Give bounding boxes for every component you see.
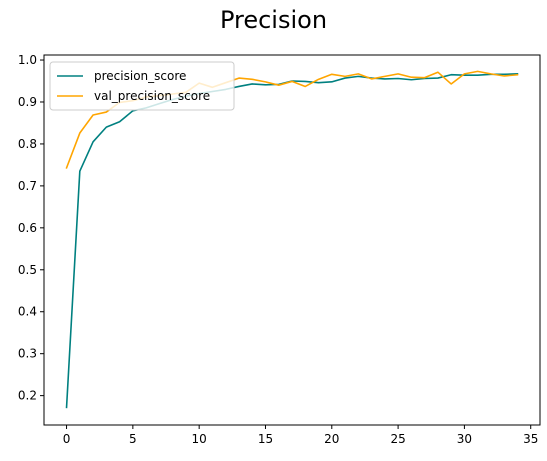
y-tick-label: 0.4 [18,305,37,319]
legend-box [49,61,235,111]
y-tick-label: 0.6 [18,221,37,235]
y-tick-label: 0.7 [18,179,37,193]
y-tick-label: 0.5 [18,263,37,277]
y-ticks: 0.2 0.3 0.4 0.5 0.6 0.7 0.8 0.9 1.0 [18,53,44,403]
x-tick-label: 30 [457,432,472,446]
lines-layer [65,70,519,409]
y-tick-label: 0.2 [18,389,37,403]
legend: precision_score val_precision_score [49,61,235,111]
legend-label-0: precision_score [94,69,186,83]
x-tick-label: 0 [63,432,71,446]
y-tick-label: 0.3 [18,347,37,361]
y-tick-label: 0.8 [18,137,37,151]
y-tick-label: 1.0 [18,53,37,67]
x-tick-label: 10 [192,432,207,446]
x-ticks: 0 5 10 15 20 25 30 35 [63,425,538,446]
series-line-0 [65,73,519,409]
x-tick-label: 20 [324,432,339,446]
chart-title: Precision [219,6,328,34]
x-tick-label: 5 [129,432,137,446]
x-tick-label: 15 [258,432,273,446]
y-tick-label: 0.9 [18,95,37,109]
x-tick-label: 25 [390,432,405,446]
plot-frame [43,54,541,426]
x-tick-label: 35 [523,432,538,446]
legend-label-1: val_precision_score [94,89,210,103]
